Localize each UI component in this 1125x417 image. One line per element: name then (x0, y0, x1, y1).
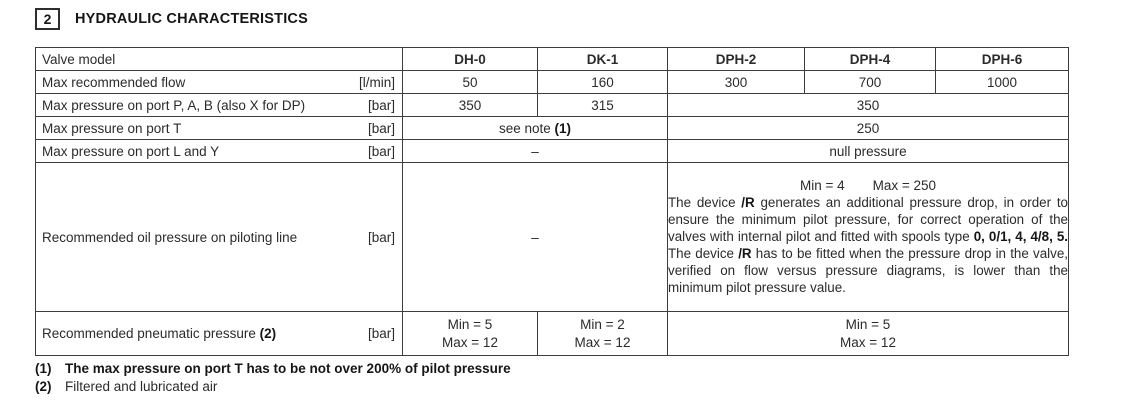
pneumatic-dph-max: Max = 12 (840, 334, 896, 350)
note-seg: The device (668, 246, 739, 261)
flow-unit: [l/min] (358, 74, 395, 90)
oil-minmax-line: Min = 4 Max = 250 (668, 177, 1068, 195)
note-seg: has to be fitted when the pressure drop … (668, 246, 1068, 295)
row-pressure-t: Max pressure on port T [bar] see note (1… (35, 116, 1069, 140)
footnote-1-marker: (1) (35, 361, 52, 376)
t-unit: [bar] (367, 120, 395, 136)
cell-oil-dph: Min = 4 Max = 250 The device /R generates… (667, 162, 1069, 312)
pneumatic-dh0-min: Min = 5 (447, 317, 493, 332)
section-title: HYDRAULIC CHARACTERISTICS (75, 11, 308, 27)
oil-min: Min = 4 (799, 178, 845, 194)
footnote-2-text: Filtered and lubricated air (65, 378, 218, 394)
see-note-ref: (1) (554, 120, 572, 136)
pneumatic-dh0-max: Max = 12 (442, 334, 498, 350)
row-pressure-pab: Max pressure on port P, A, B (also X for… (35, 93, 1069, 117)
cell-oil-dh-dk: – (402, 162, 668, 312)
row-pneumatic: Recommended pneumatic pressure (2) [bar]… (35, 311, 1069, 356)
row-oil-pilot: Recommended oil pressure on piloting lin… (35, 162, 1069, 312)
cell-pneumatic-dh0: Min = 5 Max = 12 (402, 311, 538, 356)
pab-unit: [bar] (367, 97, 395, 113)
pneumatic-label: Recommended pneumatic pressure (2) (42, 326, 276, 341)
ly-unit: [bar] (367, 143, 395, 159)
cell-pneumatic-dph: Min = 5 Max = 12 (667, 311, 1069, 356)
col-header-dph4: DPH-4 (804, 47, 936, 71)
table-header-row: Valve model DH-0 DK-1 DPH-2 DPH-4 DPH-6 (35, 47, 1069, 71)
pab-label: Max pressure on port P, A, B (also X for… (42, 97, 306, 113)
cell-ly-dph: null pressure (667, 139, 1069, 163)
col-header-dk1: DK-1 (537, 47, 668, 71)
note-seg-bold: /R (738, 246, 752, 261)
pneumatic-unit: [bar] (367, 326, 395, 341)
pneumatic-label-text: Recommended pneumatic pressure (42, 326, 260, 341)
oil-label-cell: Recommended oil pressure on piloting lin… (35, 162, 403, 312)
t-label: Max pressure on port T (42, 120, 182, 136)
cell-flow-dh0: 50 (402, 70, 538, 94)
note-seg-bold: /R (741, 195, 755, 211)
cell-pab-dh0: 350 (402, 93, 538, 117)
note-seg-bold: 0, 0/1, 4, 4/8, 5. (973, 229, 1069, 245)
pneumatic-label-cell: Recommended pneumatic pressure (2) [bar] (35, 311, 403, 356)
oil-max: Max = 250 (872, 178, 937, 194)
note-seg: generates an additional pressure drop, i… (668, 195, 1068, 245)
footnote-1-text: The max pressure on port T has to be not… (65, 361, 511, 376)
col-header-dph2: DPH-2 (667, 47, 805, 71)
corner-cell: Valve model (35, 47, 403, 71)
oil-unit: [bar] (367, 229, 395, 245)
oil-device-note: The device /R generates an additional pr… (668, 195, 1068, 296)
see-note-text: see note (498, 120, 555, 136)
oil-label: Recommended oil pressure on piloting lin… (42, 229, 298, 245)
pneumatic-label-ref: (2) (259, 326, 277, 341)
cell-flow-dk1: 160 (537, 70, 668, 94)
col-header-dh0: DH-0 (402, 47, 538, 71)
cell-pab-dph: 350 (667, 93, 1069, 117)
pneumatic-dk1-min: Min = 2 (580, 317, 625, 332)
flow-label: Max recommended flow (42, 74, 186, 90)
t-label-cell: Max pressure on port T [bar] (35, 116, 403, 140)
cell-pab-dk1: 315 (537, 93, 668, 117)
note-seg: The device (668, 195, 742, 211)
ly-label: Max pressure on port L and Y (42, 143, 220, 159)
hydraulic-characteristics-table: Valve model DH-0 DK-1 DPH-2 DPH-4 DPH-6 … (35, 47, 1069, 356)
row-max-flow: Max recommended flow [l/min] 50 160 300 … (35, 70, 1069, 94)
row-pressure-ly: Max pressure on port L and Y [bar] – nul… (35, 139, 1069, 163)
cell-t-dph: 250 (667, 116, 1069, 140)
corner-label: Valve model (42, 51, 116, 67)
cell-flow-dph2: 300 (667, 70, 805, 94)
pneumatic-dph-min: Min = 5 (845, 317, 891, 332)
cell-pneumatic-dk1: Min = 2 Max = 12 (537, 311, 668, 356)
cell-flow-dph6: 1000 (935, 70, 1069, 94)
footnote-2: (2) Filtered and lubricated air (35, 379, 511, 396)
footnote-2-marker: (2) (35, 378, 52, 394)
flow-label-cell: Max recommended flow [l/min] (35, 70, 403, 94)
footnote-1: (1) The max pressure on port T has to be… (35, 361, 511, 378)
footnotes: (1) The max pressure on port T has to be… (35, 361, 511, 396)
cell-flow-dph4: 700 (804, 70, 936, 94)
cell-t-dh-dk: see note (1) (402, 116, 668, 140)
ly-label-cell: Max pressure on port L and Y [bar] (35, 139, 403, 163)
pab-label-cell: Max pressure on port P, A, B (also X for… (35, 93, 403, 117)
section-header: 2 HYDRAULIC CHARACTERISTICS (35, 8, 308, 30)
pneumatic-dk1-max: Max = 12 (574, 334, 631, 350)
cell-ly-dh-dk: – (402, 139, 668, 163)
col-header-dph6: DPH-6 (935, 47, 1069, 71)
section-number-badge: 2 (35, 8, 60, 30)
